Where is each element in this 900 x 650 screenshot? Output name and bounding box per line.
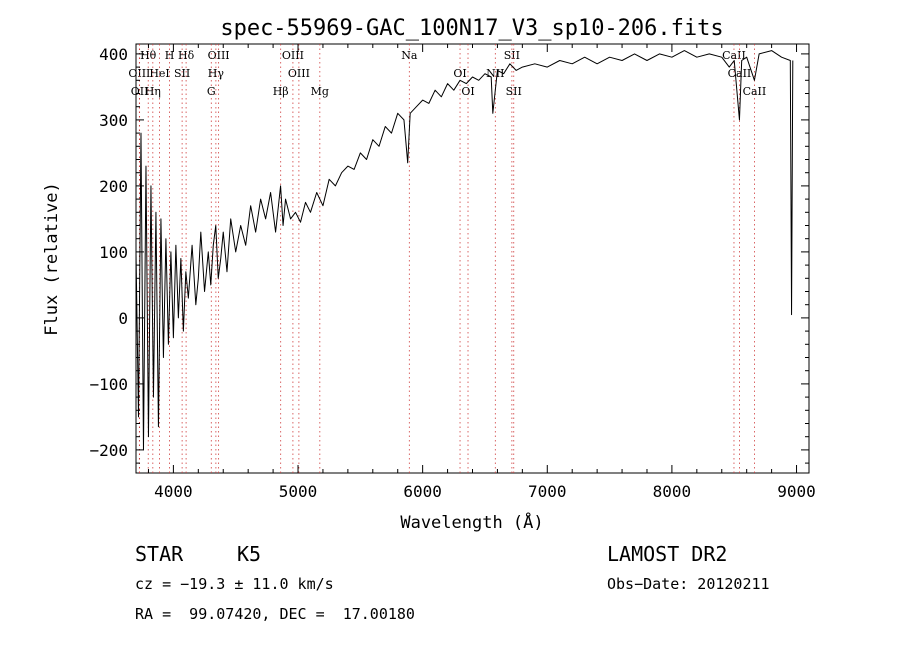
y-tick-label: 100 [99, 243, 128, 262]
x-axis-label: Wavelength (Å) [400, 511, 543, 533]
redshift-velocity: cz = −19.3 ± 11.0 km/s [135, 575, 334, 593]
plot-frame [135, 43, 810, 474]
series-layer [135, 50, 794, 451]
line-marker-label: Hγ [208, 67, 225, 80]
line-marker-label: NII [486, 67, 504, 80]
line-marker-label: OIII [128, 67, 150, 80]
axis-ticks: 4000 5000 6000 7000 8000 9000 −200 −100 0 100 200 3… [89, 44, 816, 501]
y-tick-label: 400 [99, 45, 128, 64]
survey-name: LAMOST DR2 [607, 542, 728, 566]
x-tick-label: 6000 [403, 482, 442, 501]
line-marker-label: Hη [145, 85, 161, 98]
line-marker-label: CaII [722, 49, 746, 62]
line-marker-label: OI [461, 85, 474, 98]
line-marker-layer: HθOIIIOIIHHeIHηHδSIIGOIIIHγHβOIIIOIIIMgN… [128, 44, 766, 473]
chart-title: spec-55969-GAC_100N17_V3_sp10-206.fits [220, 16, 723, 41]
line-marker-label: SII [506, 85, 522, 98]
line-marker-label: Hδ [178, 49, 195, 62]
y-tick-label: 200 [99, 177, 128, 196]
spectral-subclass: K5 [237, 542, 262, 566]
line-marker-label: SII [174, 67, 190, 80]
y-tick-label: 0 [118, 309, 128, 328]
line-marker-label: SII [504, 49, 520, 62]
line-marker-label: OIII [282, 49, 304, 62]
line-marker-label: Mg [311, 85, 329, 98]
y-tick-label: −100 [89, 375, 128, 394]
line-marker-label: HeI [149, 67, 169, 80]
line-marker-label: Hβ [273, 85, 289, 98]
line-marker-label: OII [131, 85, 149, 98]
x-tick-label: 5000 [279, 482, 318, 501]
y-tick-label: 300 [99, 111, 128, 130]
x-tick-label: 7000 [528, 482, 567, 501]
observation-date: Obs−Date: 20120211 [607, 575, 770, 593]
line-marker-label: Hθ [140, 49, 157, 62]
x-tick-label: 4000 [154, 482, 193, 501]
object-class: STAR [135, 542, 184, 566]
line-marker-label: H [165, 49, 175, 62]
y-tick-label: −200 [89, 441, 128, 460]
line-marker-label: OIII [208, 49, 230, 62]
y-axis-label: Flux (relative) [42, 182, 62, 336]
line-marker-label: OI [453, 67, 466, 80]
x-tick-label: 9000 [777, 482, 816, 501]
line-marker-label: Na [401, 49, 418, 62]
x-tick-label: 8000 [653, 482, 692, 501]
spectrum-line [135, 50, 794, 451]
line-marker-label: OIII [288, 67, 310, 80]
line-marker-label: G [207, 85, 216, 98]
line-marker-label: CaII [728, 67, 752, 80]
line-marker-label: CaII [743, 85, 767, 98]
sky-coordinates: RA = 99.07420, DEC = 17.00180 [135, 605, 415, 623]
